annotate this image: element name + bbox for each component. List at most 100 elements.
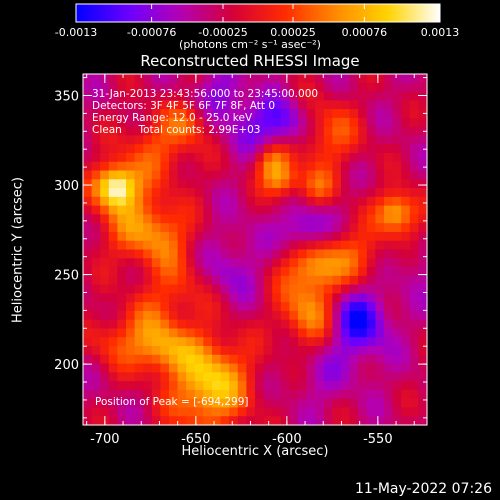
heatmap-cell — [246, 100, 256, 110]
heatmap-cell — [418, 346, 428, 356]
heatmap-cell — [83, 205, 93, 215]
heatmap-cell — [366, 319, 376, 330]
heatmap-cell — [220, 258, 230, 268]
heatmap-cell — [418, 293, 428, 303]
heatmap-cell — [280, 135, 290, 145]
heatmap-cell — [177, 372, 187, 382]
heatmap-cell — [384, 372, 394, 382]
heatmap-cell — [160, 161, 170, 172]
heatmap-cell — [108, 214, 118, 224]
heatmap-cell — [194, 416, 204, 426]
heatmap-cell — [108, 100, 118, 110]
heatmap-cell — [212, 258, 222, 268]
heatmap-cell — [315, 196, 325, 207]
colorbar-tick-label: -0.00025 — [198, 26, 247, 39]
heatmap-cell — [409, 302, 419, 312]
heatmap-cell — [332, 389, 342, 400]
heatmap-cell — [237, 381, 247, 391]
heatmap-cell — [203, 196, 213, 207]
heatmap-cell — [418, 91, 428, 101]
heatmap-cell — [177, 363, 187, 373]
x-tick-label: -700 — [90, 432, 120, 447]
heatmap-cell — [91, 354, 101, 365]
heatmap-cell — [237, 249, 247, 259]
heatmap-cell — [134, 258, 144, 268]
heatmap-cell — [280, 354, 290, 365]
heatmap-cell — [100, 249, 110, 259]
heatmap-cell — [220, 214, 230, 224]
heatmap-cell — [401, 249, 411, 259]
heatmap-cell — [83, 319, 93, 330]
heatmap-cell — [358, 328, 368, 338]
heatmap-cell — [229, 205, 239, 215]
heatmap-cell — [280, 284, 290, 294]
heatmap-cell — [177, 188, 187, 198]
heatmap-cell — [401, 407, 411, 417]
heatmap-cell — [134, 170, 144, 180]
heatmap-cell — [315, 240, 325, 251]
heatmap-cell — [160, 302, 170, 312]
heatmap-cell — [220, 126, 230, 137]
heatmap-cell — [323, 389, 333, 400]
heatmap-cell — [212, 389, 222, 400]
heatmap-cell — [263, 416, 273, 426]
heatmap-cell — [298, 152, 308, 163]
heatmap-cell — [401, 267, 411, 277]
heatmap-cell — [298, 117, 308, 128]
heatmap-cell — [298, 381, 308, 391]
heatmap-cell — [409, 223, 419, 233]
heatmap-cell — [108, 346, 118, 356]
heatmap-cell — [237, 196, 247, 207]
heatmap-cell — [212, 416, 222, 426]
heatmap-cell — [280, 328, 290, 338]
heatmap-cell — [366, 223, 376, 233]
heatmap-cell — [315, 109, 325, 119]
heatmap-cell — [263, 363, 273, 373]
heatmap-cell — [237, 179, 247, 189]
heatmap-cell — [289, 319, 299, 330]
heatmap-cell — [298, 284, 308, 294]
heatmap-cell — [401, 381, 411, 391]
heatmap-cell — [332, 319, 342, 330]
heatmap-cell — [117, 284, 127, 294]
heatmap-cell — [203, 170, 213, 180]
heatmap-cell — [229, 302, 239, 312]
heatmap-cell — [169, 275, 179, 286]
colorbar: -0.0013 -0.00076 -0.00025 0.00025 0.00076 0.0… — [55, 3, 459, 39]
heatmap-cell — [100, 231, 110, 242]
heatmap-cell — [186, 205, 196, 215]
heatmap-cell — [366, 381, 376, 391]
heatmap-cell — [263, 91, 273, 101]
heatmap-cell — [83, 372, 93, 382]
heatmap-cell — [203, 310, 213, 321]
heatmap-cell — [272, 196, 282, 207]
heatmap-cell — [384, 398, 394, 409]
heatmap-cell — [375, 398, 385, 409]
heatmap-cell — [83, 82, 93, 93]
heatmap-cell — [263, 407, 273, 417]
heatmap-cell — [375, 319, 385, 330]
heatmap-cell — [91, 319, 101, 330]
heatmap-cell — [375, 205, 385, 215]
heatmap-cell — [100, 240, 110, 251]
heatmap-cell — [143, 398, 153, 409]
heatmap-cell — [306, 126, 316, 137]
heatmap-cell — [169, 152, 179, 163]
heatmap-cell — [83, 381, 93, 391]
heatmap-cell — [323, 337, 333, 347]
heatmap-cell — [401, 152, 411, 163]
heatmap-cell — [392, 363, 402, 373]
heatmap-cell — [255, 416, 265, 426]
heatmap-cell — [91, 363, 101, 373]
heatmap-cell — [126, 381, 136, 391]
heatmap-cell — [272, 267, 282, 277]
heatmap-cell — [143, 223, 153, 233]
heatmap-cell — [263, 293, 273, 303]
heatmap-cell — [349, 117, 359, 128]
heatmap-cell — [298, 398, 308, 409]
heatmap-cell — [375, 267, 385, 277]
heatmap-cell — [289, 152, 299, 163]
heatmap-cell — [108, 91, 118, 101]
heatmap-cell — [263, 196, 273, 207]
heatmap-cell — [323, 354, 333, 365]
